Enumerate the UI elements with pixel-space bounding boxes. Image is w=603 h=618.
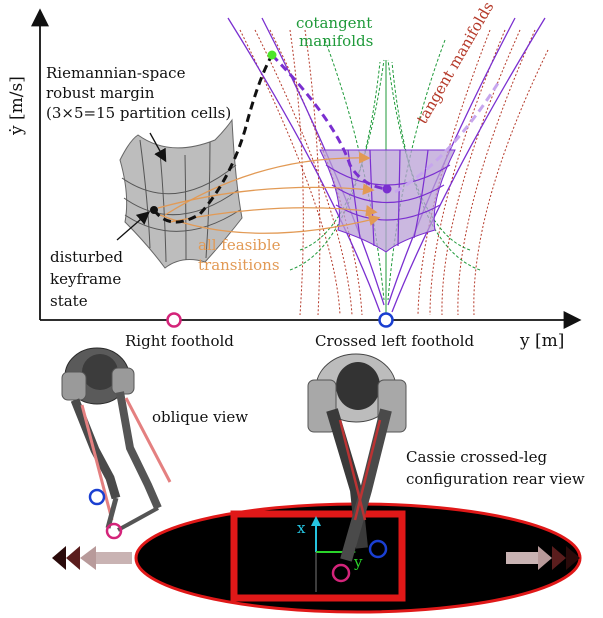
disturbed-label-2: keyframe <box>50 270 121 288</box>
disturbed-arrow <box>116 211 150 241</box>
x-axis-label: y [m] <box>519 331 564 351</box>
cotangent-label-2: manifolds <box>299 32 373 50</box>
rear-view-label-2: configuration rear view <box>406 470 585 488</box>
right-foothold-label: Right foothold <box>125 332 234 350</box>
robust-margin-label-1: Riemannian-space <box>46 64 186 82</box>
right-direction-arrows <box>506 546 580 570</box>
frame-x-label: x <box>297 519 306 537</box>
cassie-oblique-robot <box>61 347 172 540</box>
rear-view-label-1: Cassie crossed-leg <box>406 448 547 466</box>
feasible-label-1: all feasible <box>198 236 281 254</box>
tangent-label: tangent manifolds <box>413 0 498 127</box>
left-foothold-marker <box>378 312 394 328</box>
keyframe-trajectory <box>152 54 274 224</box>
robust-margin-label-2: robust margin <box>46 84 155 102</box>
light-purple-trajectory <box>394 79 502 194</box>
disturbed-state-dot <box>150 206 158 214</box>
oblique-view-label: oblique view <box>152 408 248 426</box>
left-foothold-label: Crossed left foothold <box>315 332 474 350</box>
y-axis-label: ẏ [m/s] <box>7 76 27 136</box>
target-partition-surface <box>319 149 456 253</box>
robust-margin-label-3: (3×5=15 partition cells) <box>46 104 231 122</box>
phase-axes <box>31 8 582 329</box>
cassie-rear-robot <box>307 353 407 583</box>
frame-y-label: y <box>353 553 363 571</box>
target-purple-dot <box>382 184 392 194</box>
transition-trajectory <box>270 53 388 191</box>
disturbed-label-1: disturbed <box>50 248 123 266</box>
robust-margin-arrow <box>149 132 167 163</box>
disturbed-label-3: state <box>50 292 88 310</box>
cotangent-label-1: cotangent <box>296 14 372 32</box>
robust-margin-surface <box>119 118 243 269</box>
left-direction-arrows <box>52 546 132 570</box>
keyframe-green-dot <box>267 50 277 60</box>
feasible-label-2: transitions <box>198 256 280 274</box>
right-foothold-marker <box>166 312 182 328</box>
